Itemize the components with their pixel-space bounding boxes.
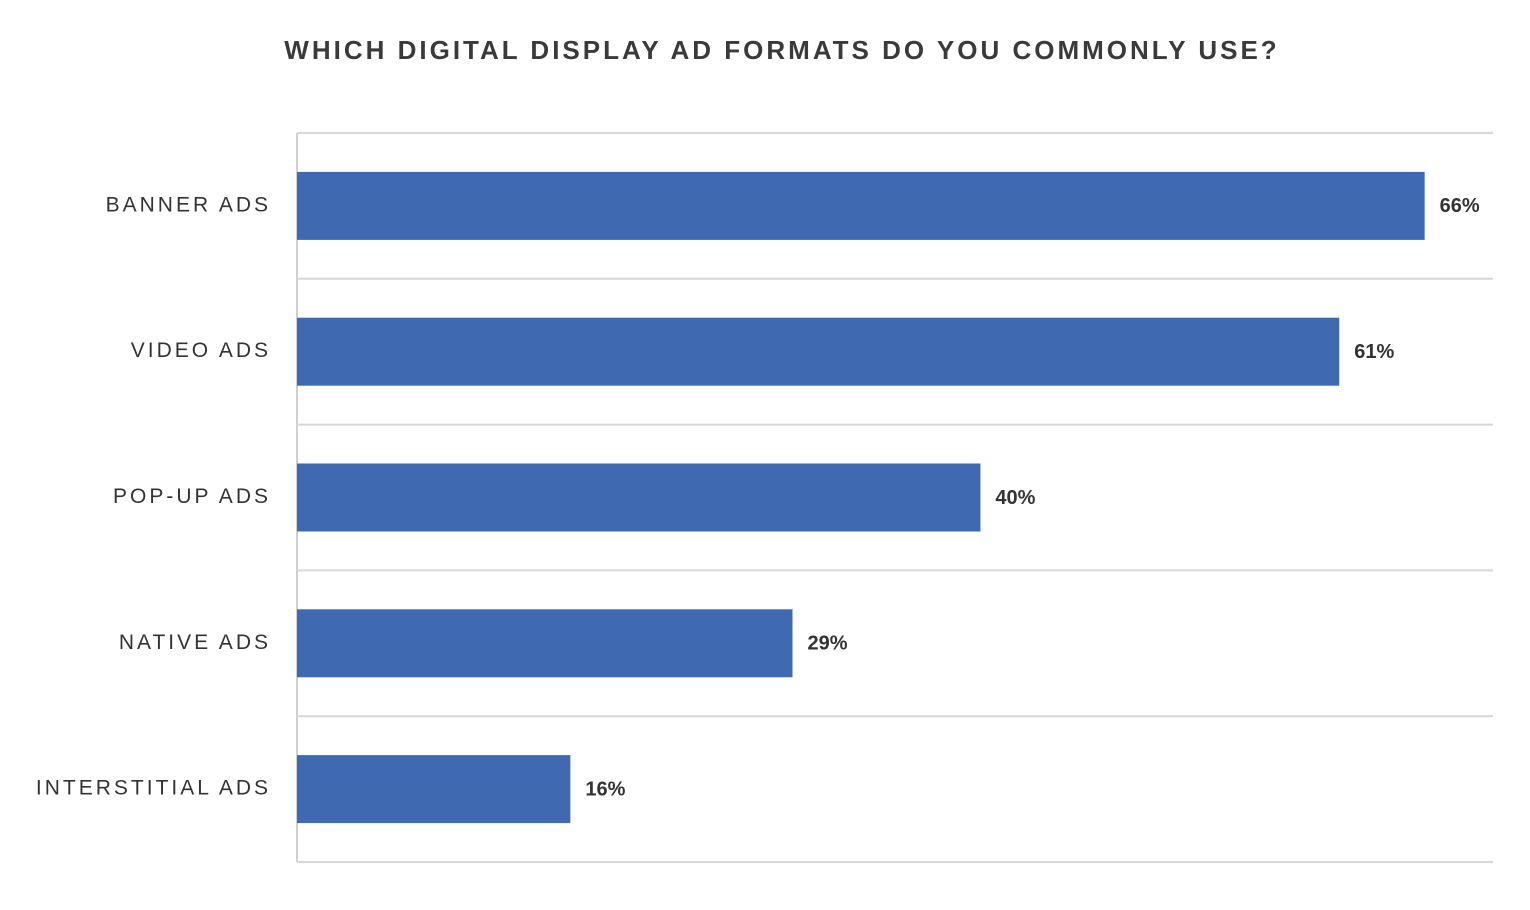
y-tick-label: BANNER ADS <box>106 193 271 216</box>
y-tick-label: VIDEO ADS <box>131 339 271 362</box>
bar <box>297 171 1425 240</box>
y-tick-label: NATIVE ADS <box>119 631 271 654</box>
data-label: 66% <box>1440 195 1480 217</box>
data-label: 16% <box>585 778 625 800</box>
y-tick-label: INTERSTITIAL ADS <box>36 777 271 800</box>
data-label: 61% <box>1354 341 1394 363</box>
y-tick-label: POP-UP ADS <box>113 485 271 508</box>
data-label: 29% <box>807 633 847 655</box>
bar <box>297 755 571 824</box>
bar <box>297 463 981 532</box>
bar <box>297 609 793 678</box>
chart-title: WHICH DIGITAL DISPLAY AD FORMATS DO YOU … <box>284 35 1279 65</box>
data-label: 40% <box>995 487 1035 509</box>
bar <box>297 317 1340 386</box>
